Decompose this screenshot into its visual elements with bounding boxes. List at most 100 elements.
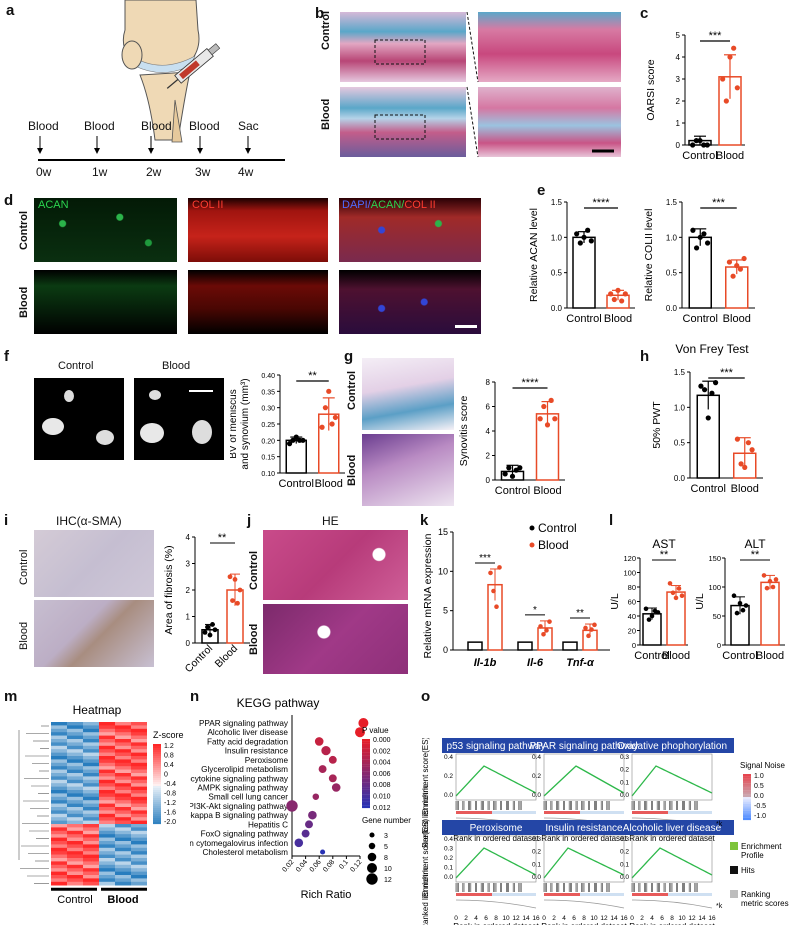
data-point (727, 54, 733, 60)
heatmap-cell (131, 766, 147, 770)
heatmap-cell (99, 739, 115, 743)
heatmap-cell (131, 837, 147, 842)
panel-label-l: l (609, 512, 614, 529)
y-tick-label: 4 (486, 427, 491, 436)
gsea-header-2: Oxidative phophorylation (617, 741, 727, 752)
legend-tick: 0 (164, 772, 168, 779)
data-point (541, 403, 547, 410)
bar-control (572, 236, 596, 309)
colorbar-step (743, 780, 751, 784)
heatmap-cell (115, 854, 131, 859)
x-tick-label: 4 (562, 915, 566, 922)
colorbar-step (362, 764, 370, 767)
heatmap-cell (51, 841, 67, 845)
colorbar-step (743, 808, 751, 811)
data-point (537, 416, 543, 422)
heatmap-cell (115, 769, 131, 774)
colorbar-step (743, 785, 751, 788)
x-tick-label: 4 (474, 915, 478, 922)
pathway-label: PPAR signaling pathway (199, 719, 289, 728)
heatmap-cell (115, 813, 131, 818)
color-legend-tick: 0.004 (373, 760, 391, 767)
data-point (332, 414, 339, 421)
y-tick-label: 0.5 (674, 439, 686, 448)
x-tick-label: 6 (660, 915, 664, 922)
es-tick: 0.3 (620, 754, 629, 761)
data-point (731, 45, 737, 51)
x-tick-label: 0.02 (281, 859, 295, 874)
bar-blood (760, 581, 780, 646)
pvalue-colorbar (362, 739, 370, 809)
pathway-label: Fatty acid degradation (207, 737, 288, 746)
colorbar-step (743, 783, 751, 786)
x-tick-label: 0.08 (322, 859, 336, 874)
pathway-label: Small cell lung cancer (208, 793, 288, 802)
size-legend-tick: 3 (384, 833, 388, 840)
data-point (212, 627, 218, 633)
data-point (734, 85, 740, 91)
legend-tick: 0.8 (164, 753, 174, 760)
legend-label-blood: Blood (538, 538, 569, 552)
heatmap-cell (115, 725, 131, 730)
heatmap-cell (115, 827, 131, 832)
y-tick-label: 1.5 (674, 368, 686, 377)
heatmap-cell (131, 742, 147, 747)
gsea-header-0: Peroxisome (470, 823, 523, 834)
heatmap-cell (115, 786, 131, 791)
data-point (723, 98, 729, 104)
heatmap-cell (131, 861, 147, 866)
es-curve (543, 765, 625, 797)
data-point (704, 240, 711, 246)
timeline-event-1: Blood (84, 119, 115, 133)
heatmap-cell (115, 878, 131, 883)
color-legend-tick: 0.008 (373, 782, 391, 789)
y-tick-label: 1.5 (666, 198, 678, 207)
heatmap-cell (51, 881, 67, 886)
heatmap-cell (51, 786, 67, 791)
data-point (488, 570, 493, 576)
pathway-bubble (321, 745, 331, 756)
x-tick-label: Control (566, 313, 601, 325)
color-legend-tick: 0.000 (373, 737, 391, 744)
ihc-control (34, 530, 154, 597)
data-point (690, 227, 696, 233)
chart-title-vonfrey: Von Frey Test (675, 342, 749, 356)
heatmap-cell (99, 813, 115, 818)
heatmap-cell (67, 875, 83, 879)
data-point (544, 422, 551, 428)
heatmap-cell (67, 803, 83, 808)
heatmap-cell (131, 762, 147, 767)
data-point (583, 625, 588, 631)
zscore-colorbar (153, 744, 161, 825)
heatmap-cell (51, 793, 67, 798)
legend-label-2-b: metric scores (741, 899, 789, 908)
heatmap-cell (51, 830, 67, 835)
heatmap-cell (51, 844, 67, 849)
heatmap-cell (115, 837, 131, 842)
heatmap-cell (115, 841, 131, 845)
y-tick-label: 150 (708, 554, 721, 563)
heatmap-cell (83, 878, 99, 883)
heatmap-cell (115, 820, 131, 825)
x-tick-label: 6 (572, 915, 576, 922)
heatmap-cell (115, 739, 131, 743)
data-point (615, 287, 621, 293)
x-tick-label: 8 (582, 915, 586, 922)
heatmap-cell (99, 878, 115, 883)
y-tick-label: 0 (186, 639, 191, 648)
chart-bv: 0.10 0.15 0.20 0.25 0.30 0.35 0.40 BV of menisc… (230, 370, 345, 490)
heatmap-cell (99, 830, 115, 835)
y-axis-label: OARSI score (645, 59, 657, 120)
signal-noise-tick: 0.0 (754, 793, 764, 800)
heatmap-cell (67, 813, 83, 818)
es-tick: 0.3 (532, 836, 541, 843)
data-point (737, 266, 744, 272)
heatmap-cell (131, 868, 147, 872)
heatmap-cell (99, 871, 115, 876)
heatmap-cell (67, 851, 83, 855)
heatmap-cell (115, 807, 131, 811)
heatmap-cell (67, 725, 83, 730)
pathway-bubble (314, 737, 324, 746)
y-tick-label: 1.5 (551, 198, 563, 207)
es-curve (543, 847, 625, 879)
